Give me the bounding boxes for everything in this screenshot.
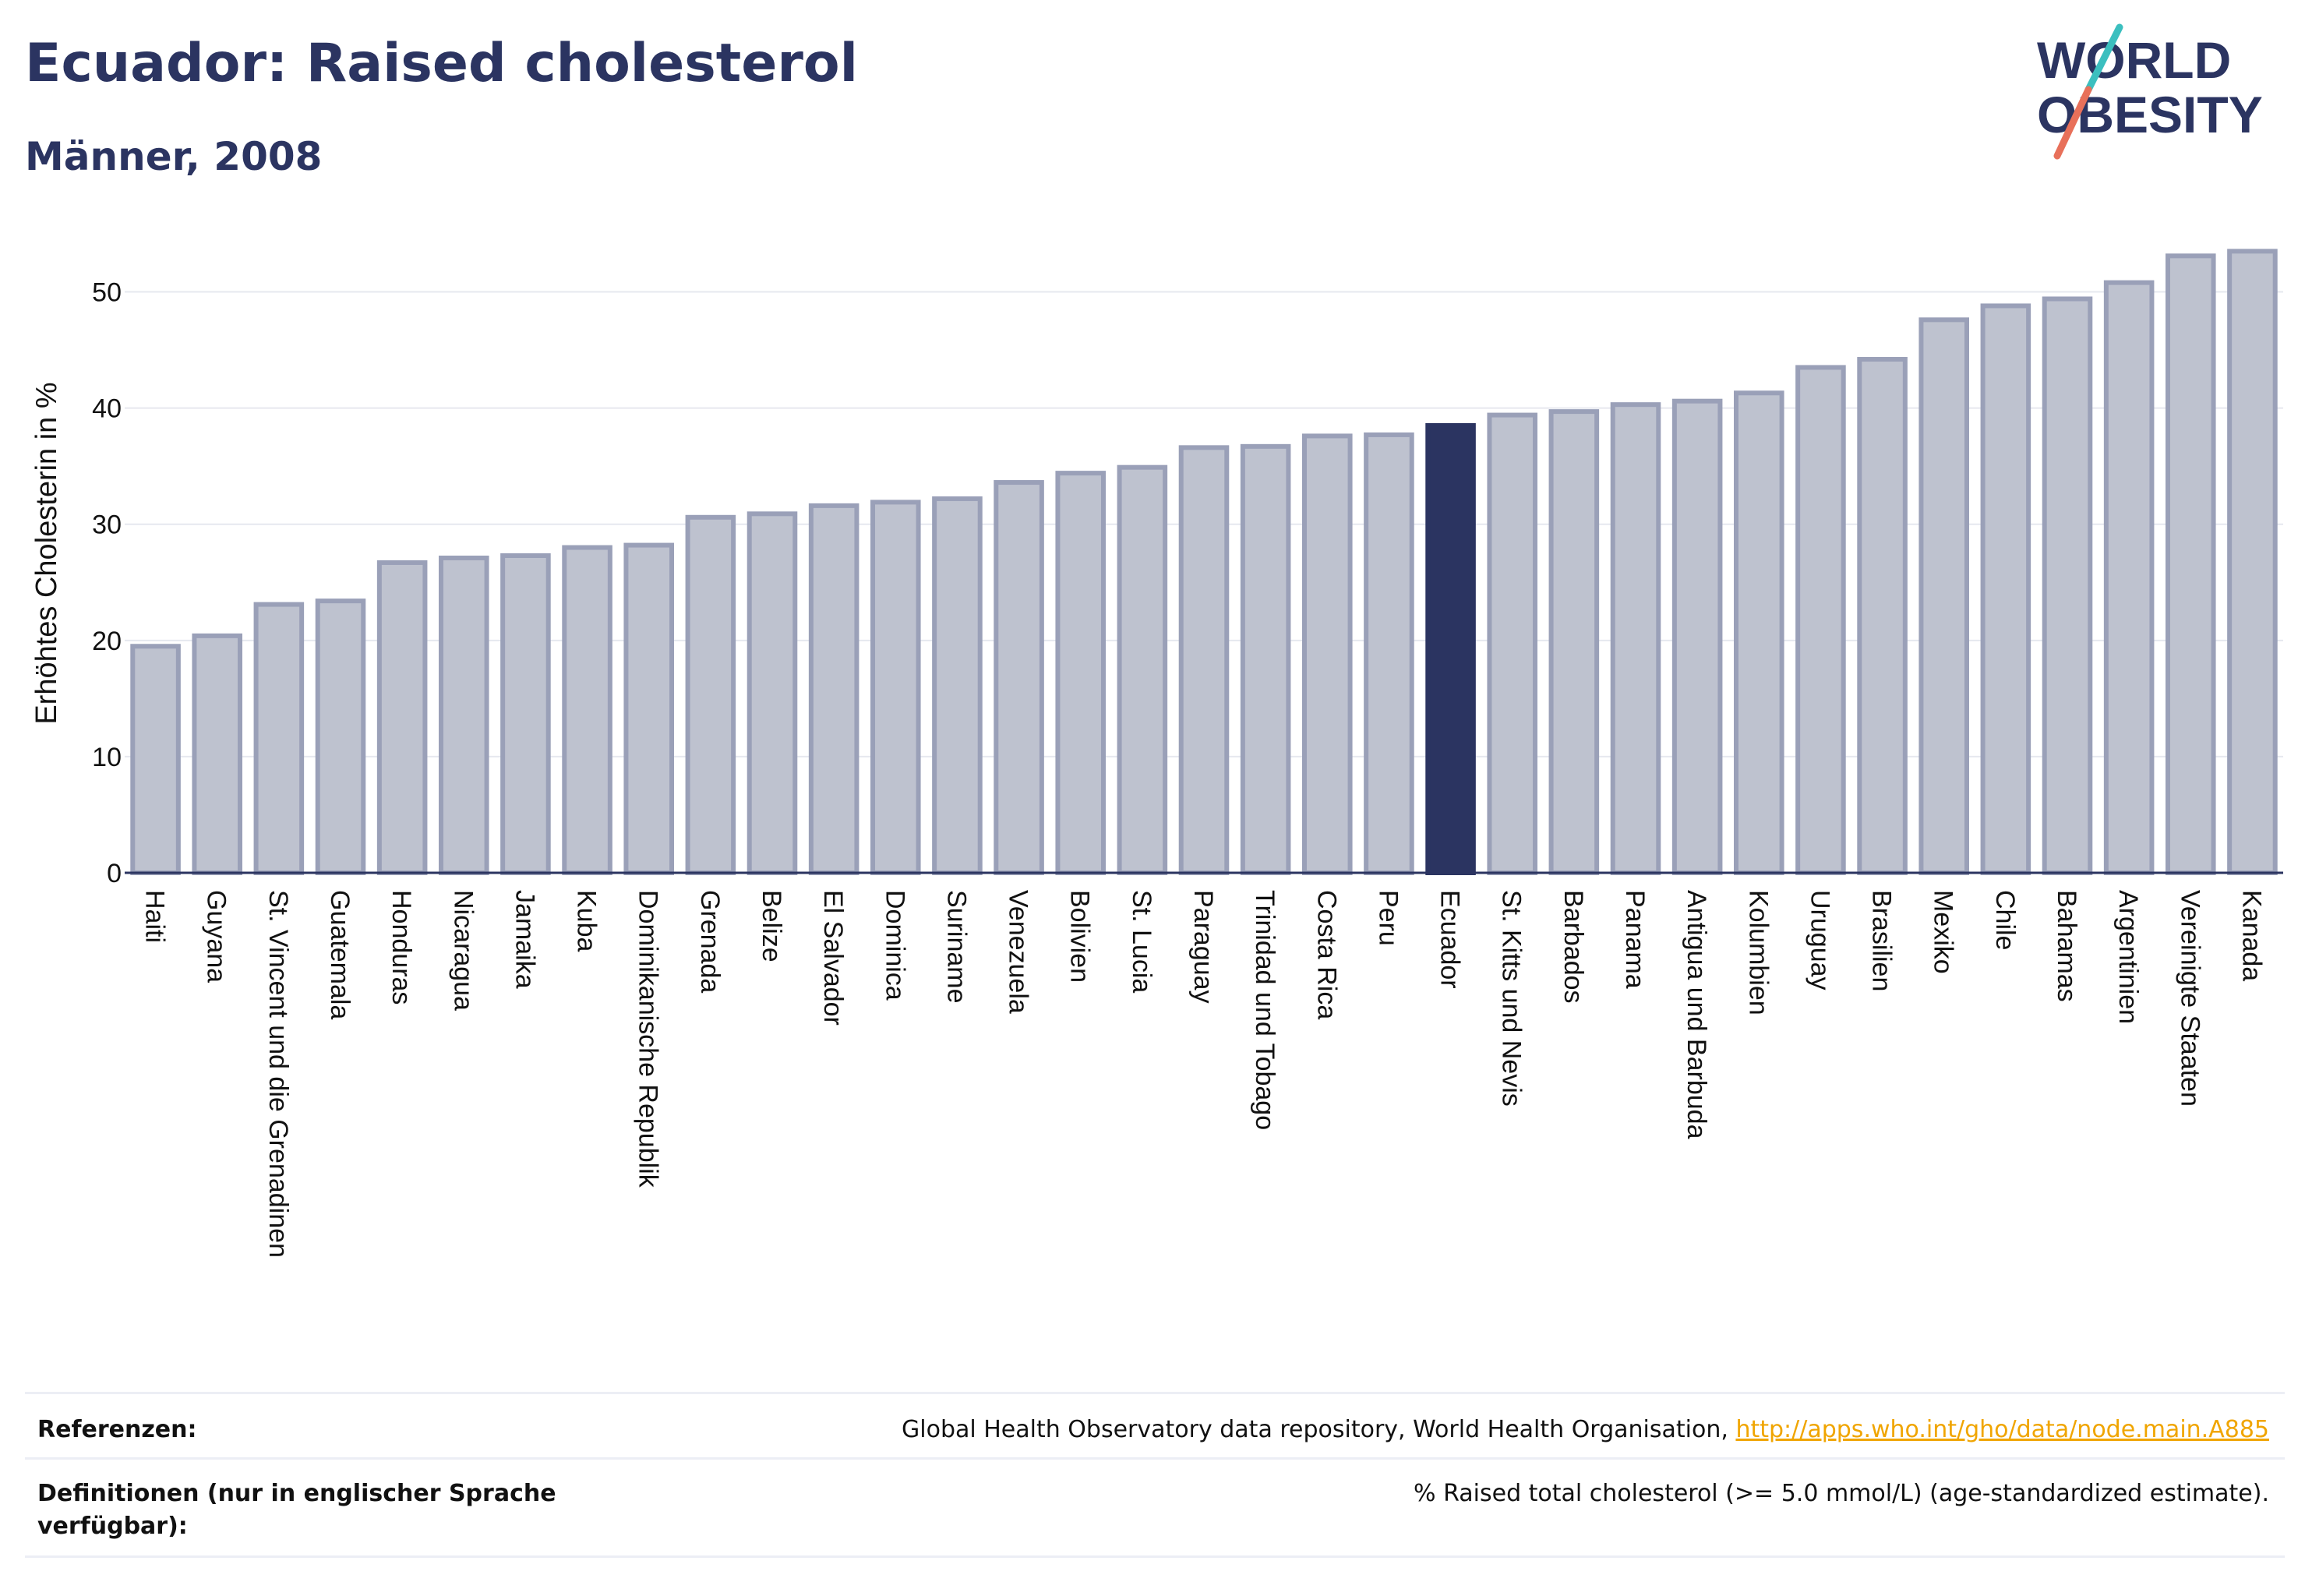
x-tick-label: Guatemala — [325, 890, 355, 1019]
page-title: Ecuador: Raised cholesterol — [25, 33, 858, 94]
bar[interactable] — [1671, 398, 1723, 875]
y-axis-label: Erhöhtes Cholesterin in % — [30, 382, 63, 724]
bar[interactable] — [870, 500, 921, 876]
bar-chart: 0 10 20 30 40 50 Haiti Guyana St. Vincent und d… — [30, 249, 2283, 1258]
x-tick-label: St. Vincent und die Grenadinen — [263, 890, 293, 1258]
x-tick-label: Ecuador — [1435, 890, 1465, 989]
footer-divider-top — [25, 1392, 2285, 1394]
x-tick-label: Mexiko — [1929, 890, 1958, 974]
bar[interactable] — [2166, 253, 2216, 875]
x-tick-label: Venezuela — [1004, 890, 1033, 1014]
y-tick-label: 50 — [92, 278, 122, 308]
y-tick-label: 40 — [92, 394, 122, 424]
bar[interactable] — [1857, 357, 1908, 875]
footer-divider-middle — [25, 1457, 2285, 1460]
x-tick-label: Antigua und Barbuda — [1682, 890, 1711, 1139]
bar[interactable] — [1178, 445, 1230, 875]
page-subtitle: Männer, 2008 — [25, 134, 323, 179]
world-obesity-logo[interactable]: WORLD OBESITY — [2034, 23, 2291, 164]
x-tick-label: Bolivien — [1065, 890, 1095, 983]
definitions-label: Definitionen (nur in englischer Sprache … — [37, 1480, 556, 1540]
bar[interactable] — [562, 545, 612, 876]
bar[interactable] — [2103, 280, 2155, 876]
bar[interactable] — [1364, 432, 1414, 875]
x-tick-label: Costa Rica — [1311, 890, 1341, 1019]
x-tick-label: Bahamas — [2052, 890, 2081, 1002]
references-text: Global Health Observatory data repositor… — [902, 1416, 1736, 1443]
logo-slash-bottom — [2053, 86, 2092, 160]
bar[interactable] — [1055, 471, 1106, 875]
x-tick-label: Honduras — [387, 890, 416, 1005]
bar[interactable] — [315, 598, 366, 875]
bar[interactable] — [685, 514, 736, 875]
x-tick-label: Kolumbien — [1743, 890, 1773, 1015]
x-tick-label: Belize — [757, 890, 786, 962]
logo-slash-top — [2084, 23, 2123, 94]
x-tick-label: Paraguay — [1188, 890, 1218, 1004]
bar[interactable] — [994, 480, 1044, 876]
x-tick-label: Nicaragua — [448, 890, 478, 1011]
y-tick-label: 20 — [92, 627, 122, 656]
bar[interactable] — [1548, 409, 1600, 875]
bar[interactable] — [808, 503, 860, 875]
x-tick-label: Brasilien — [1867, 890, 1897, 991]
bar[interactable] — [500, 553, 551, 875]
x-tick-label: St. Lucia — [1127, 890, 1156, 993]
x-tick-label: Suriname — [941, 890, 971, 1004]
bar[interactable] — [1795, 365, 1846, 876]
x-tick-label: Dominica — [880, 890, 909, 1001]
x-tick-label: Panama — [1620, 890, 1650, 989]
x-tick-label: Haiti — [140, 890, 170, 943]
bar[interactable] — [1117, 464, 1168, 875]
bar[interactable] — [932, 496, 983, 875]
x-tick-label: Uruguay — [1805, 890, 1834, 990]
footer-divider-bottom — [25, 1555, 2285, 1558]
bar[interactable] — [1487, 412, 1537, 875]
x-tick-label: St. Kitts und Nevis — [1497, 890, 1527, 1107]
x-tick-label: Jamaika — [510, 890, 539, 989]
x-tick-label: Guyana — [202, 890, 231, 983]
bar[interactable] — [2042, 296, 2093, 875]
references-label: Referenzen: — [37, 1416, 197, 1443]
bar[interactable] — [1610, 402, 1661, 875]
bar[interactable] — [1302, 433, 1353, 875]
bar[interactable] — [1425, 423, 1476, 875]
bar[interactable] — [1240, 443, 1291, 875]
y-tick-label: 10 — [92, 743, 122, 772]
bar[interactable] — [439, 555, 489, 875]
bar[interactable] — [192, 633, 242, 875]
references-link[interactable]: http://apps.who.int/gho/data/node.main.A… — [1735, 1416, 2269, 1443]
bar[interactable] — [376, 560, 428, 875]
bar[interactable] — [747, 511, 798, 875]
x-tick-labels: Haiti Guyana St. Vincent und die Grenadine… — [140, 890, 2267, 1258]
x-tick-label: Kuba — [572, 890, 602, 952]
x-tick-label: Dominikanische Republik — [634, 890, 663, 1188]
x-tick-label: Chile — [1990, 890, 2020, 950]
bars — [130, 249, 2278, 876]
x-tick-label: Argentinien — [2113, 890, 2143, 1024]
bar[interactable] — [1918, 317, 1969, 875]
x-tick-label: Peru — [1373, 890, 1403, 946]
x-tick-label: Kanada — [2236, 890, 2266, 981]
y-tick-labels: 0 10 20 30 40 50 — [92, 278, 122, 888]
x-tick-label: El Salvador — [818, 890, 848, 1026]
logo-line-1: WORLD — [2037, 31, 2231, 89]
definitions-value: % Raised total cholesterol (>= 5.0 mmol/… — [1414, 1480, 2269, 1507]
bar[interactable] — [1980, 303, 2031, 876]
y-tick-label: 0 — [107, 859, 122, 888]
y-tick-label: 30 — [92, 510, 122, 540]
bar[interactable] — [2227, 249, 2278, 875]
x-tick-label: Barbados — [1558, 890, 1588, 1004]
bar[interactable] — [1734, 390, 1784, 876]
x-tick-label: Grenada — [695, 890, 725, 993]
bar[interactable] — [623, 542, 674, 876]
x-tick-label: Vereinigte Staaten — [2175, 890, 2204, 1107]
references-value: Global Health Observatory data repositor… — [902, 1414, 2269, 1446]
x-tick-label: Trinidad und Tobago — [1250, 890, 1280, 1130]
bar[interactable] — [130, 644, 181, 875]
bar[interactable] — [253, 602, 305, 875]
